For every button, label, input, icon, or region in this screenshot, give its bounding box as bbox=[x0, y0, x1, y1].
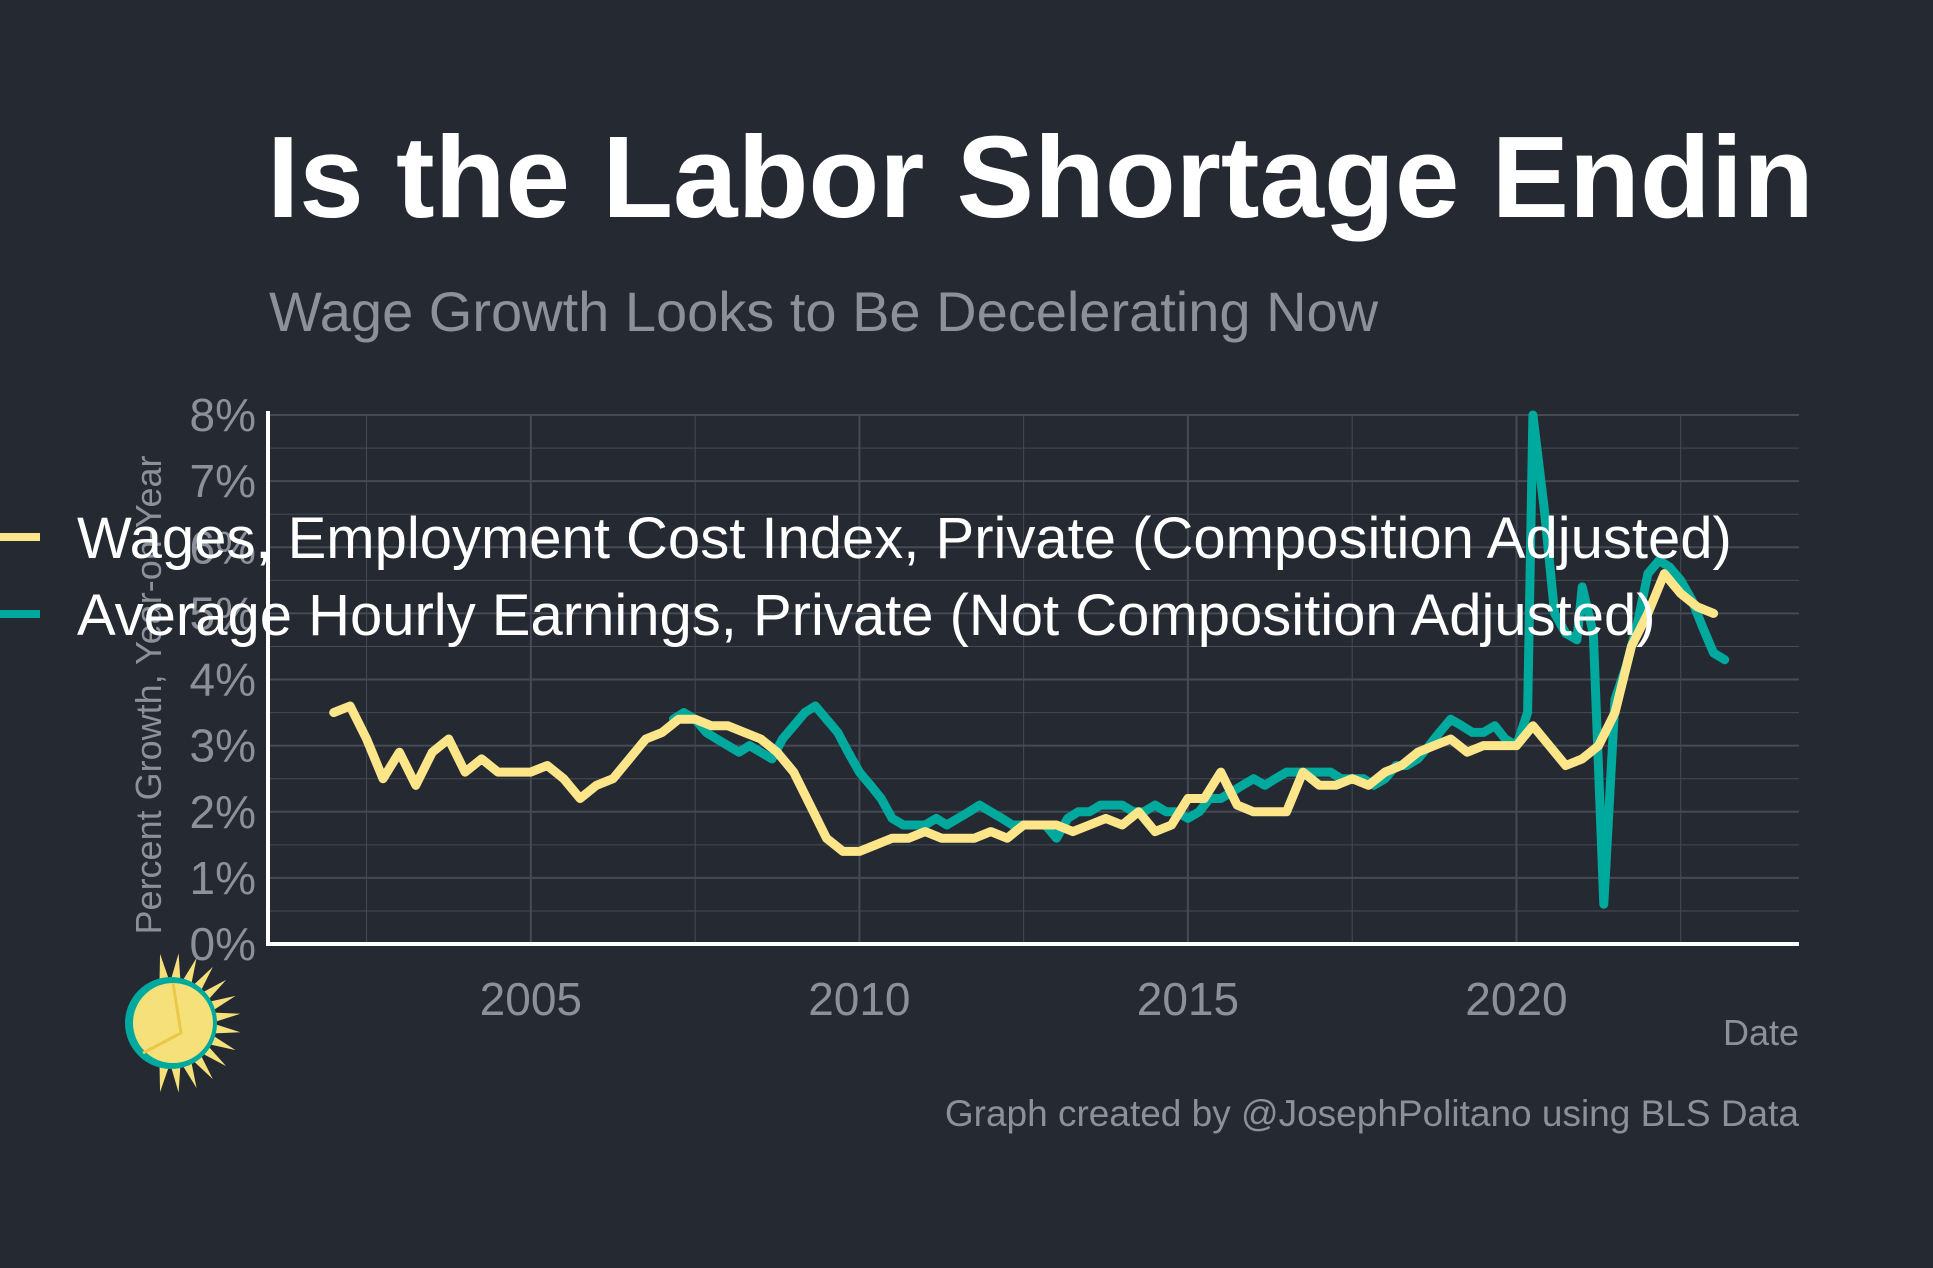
axes bbox=[266, 411, 1799, 946]
grid-lines bbox=[268, 414, 1799, 945]
sun-ray bbox=[181, 957, 197, 987]
y-tick-label: 6% bbox=[190, 521, 256, 573]
x-tick-labels: 2005 2010 2015 2020 bbox=[480, 973, 1568, 1025]
legend-label-wages-eci: Wages, Employment Cost Index, Private (C… bbox=[77, 506, 1732, 571]
y-tick-label: 7% bbox=[190, 455, 256, 507]
y-tick-label: 8% bbox=[190, 389, 256, 441]
x-axis-label: Date bbox=[1723, 1012, 1799, 1053]
chart-title: Is the Labor Shortage Endin bbox=[267, 112, 1814, 242]
sun-ray bbox=[159, 953, 170, 983]
y-axis-label: Percent Growth, Year-on-Year bbox=[128, 456, 169, 935]
legend: Wages, Employment Cost Index, Private (C… bbox=[0, 506, 1732, 648]
sun-ray bbox=[159, 1063, 170, 1093]
sun-ray bbox=[207, 995, 236, 1012]
series-line-ahe bbox=[668, 410, 1730, 909]
sun-ray bbox=[170, 1063, 181, 1093]
x-tick-label: 2005 bbox=[480, 973, 582, 1025]
x-tick-label: 2020 bbox=[1465, 973, 1567, 1025]
y-tick-label: 4% bbox=[190, 654, 256, 706]
source-caption: Graph created by @JosephPolitano using B… bbox=[945, 1093, 1800, 1134]
y-tick-label: 2% bbox=[190, 786, 256, 838]
sun-ray bbox=[181, 1059, 197, 1089]
series-lines bbox=[329, 410, 1730, 909]
series-line-wages-eci bbox=[329, 569, 1719, 856]
x-tick-label: 2010 bbox=[808, 973, 910, 1025]
sun-ray bbox=[211, 1023, 241, 1034]
y-tick-labels: 0% 1% 2% 3% 4% 5% 6% 7% 8% bbox=[190, 389, 256, 970]
y-tick-label: 3% bbox=[190, 720, 256, 772]
y-tick-label: 0% bbox=[190, 918, 256, 970]
x-tick-label: 2015 bbox=[1137, 973, 1239, 1025]
chart-subtitle: Wage Growth Looks to Be Decelerating Now bbox=[269, 280, 1379, 343]
sun-logo-icon bbox=[125, 953, 241, 1093]
y-tick-label: 1% bbox=[190, 852, 256, 904]
sun-ray bbox=[207, 1034, 236, 1051]
sun-ray bbox=[211, 1012, 241, 1023]
legend-label-ahe: Average Hourly Earnings, Private (Not Co… bbox=[77, 583, 1656, 648]
sun-ray bbox=[170, 953, 181, 983]
y-tick-label: 5% bbox=[190, 587, 256, 639]
